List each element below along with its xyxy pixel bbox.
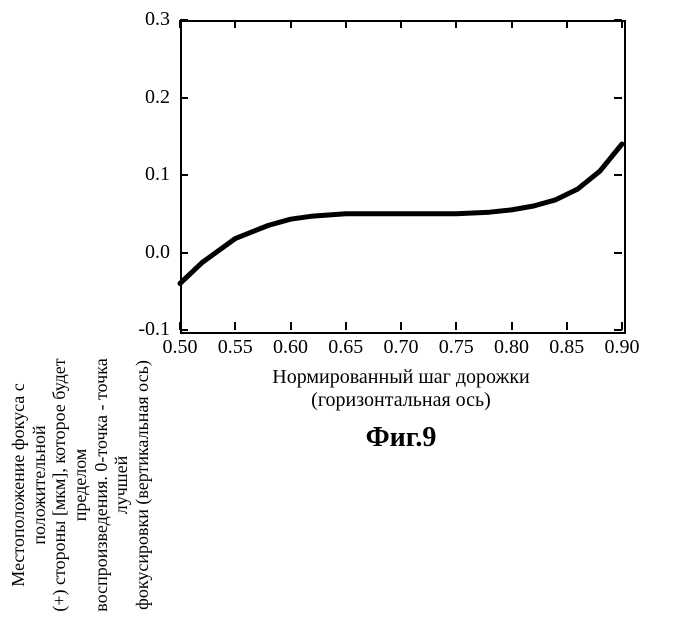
y-tick-mark (614, 174, 622, 176)
y-tick-mark (614, 252, 622, 254)
x-tick-label: 0.75 (426, 336, 486, 359)
y-tick-label: 0.2 (110, 86, 170, 109)
x-tick-mark (234, 20, 236, 28)
x-tick-mark (511, 322, 513, 330)
y-tick-mark (180, 19, 188, 21)
x-tick-label: 0.65 (316, 336, 376, 359)
x-tick-mark (400, 20, 402, 28)
x-tick-label: 0.85 (537, 336, 597, 359)
x-tick-mark (621, 20, 623, 28)
x-tick-mark (455, 322, 457, 330)
x-tick-mark (455, 20, 457, 28)
x-tick-label: 0.55 (205, 336, 265, 359)
y-tick-mark (180, 252, 188, 254)
y-tick-mark (614, 97, 622, 99)
x-tick-mark (400, 322, 402, 330)
x-tick-label: 0.90 (592, 336, 652, 359)
x-axis-label: Нормированный шаг дорожки (горизонтальна… (180, 366, 622, 412)
y-tick-label: 0.0 (110, 241, 170, 264)
x-tick-label: 0.80 (482, 336, 542, 359)
y-tick-label: 0.1 (110, 163, 170, 186)
y-tick-mark (180, 329, 188, 331)
x-tick-mark (179, 322, 181, 330)
x-tick-mark (566, 322, 568, 330)
x-tick-mark (511, 20, 513, 28)
x-tick-mark (179, 20, 181, 28)
x-tick-mark (290, 322, 292, 330)
x-tick-mark (234, 322, 236, 330)
x-tick-label: 0.70 (371, 336, 431, 359)
x-tick-mark (621, 322, 623, 330)
x-tick-label: 0.50 (150, 336, 210, 359)
y-tick-label: 0.3 (110, 8, 170, 31)
x-tick-mark (345, 20, 347, 28)
x-tick-mark (345, 322, 347, 330)
figure-container: Местоположение фокуса с положительной (+… (0, 0, 678, 500)
x-tick-label: 0.60 (261, 336, 321, 359)
y-tick-mark (180, 97, 188, 99)
figure-caption: Фиг.9 (180, 422, 622, 454)
y-tick-mark (180, 174, 188, 176)
series-line (180, 144, 622, 284)
x-tick-mark (290, 20, 292, 28)
x-tick-mark (566, 20, 568, 28)
